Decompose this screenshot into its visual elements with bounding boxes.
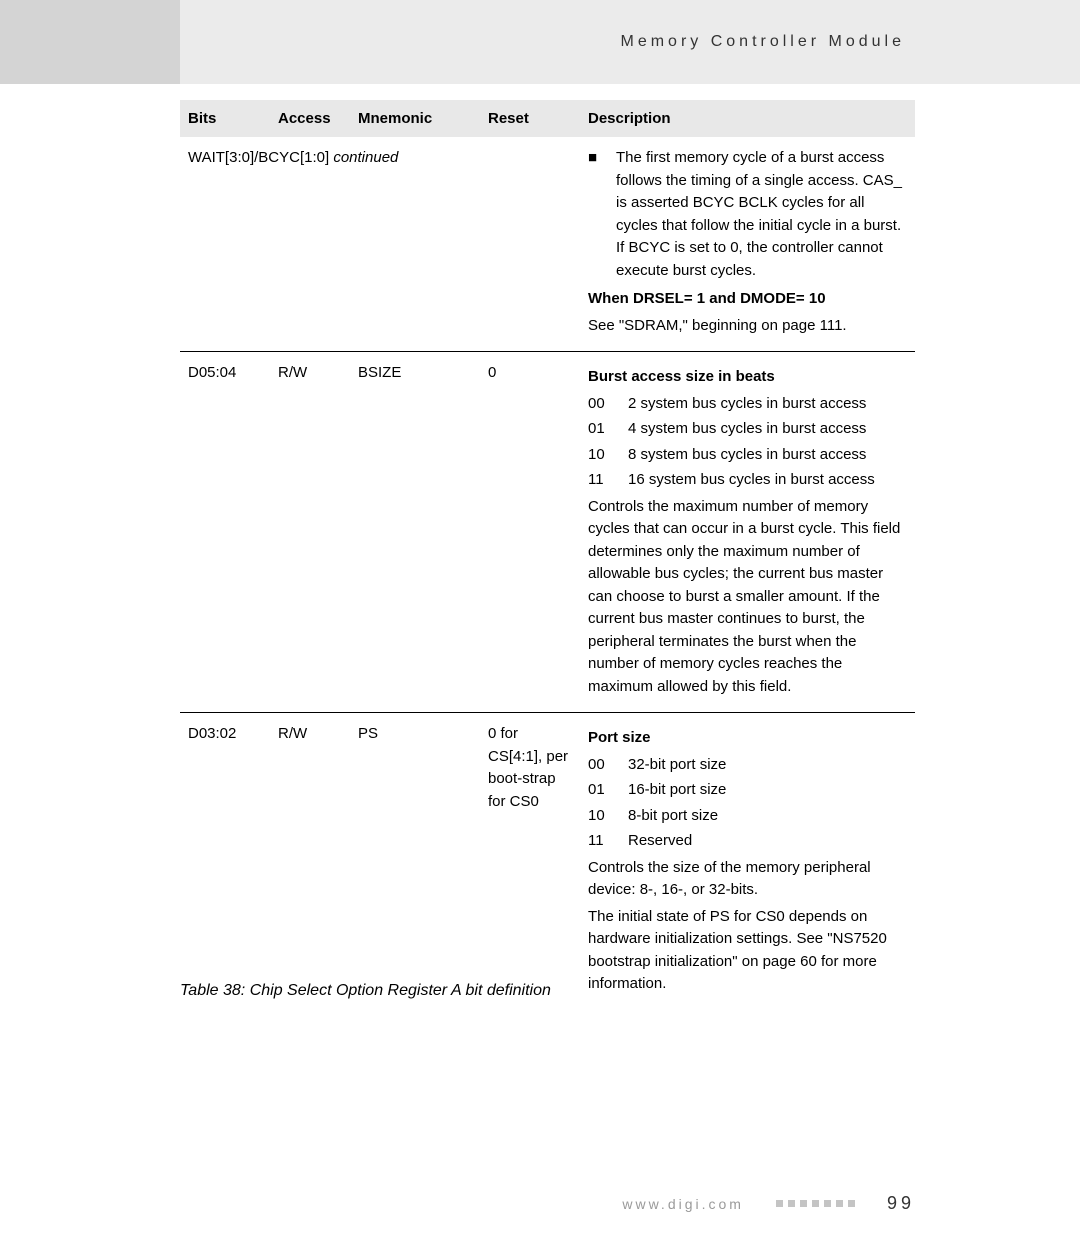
- cell-bits-span: WAIT[3:0]/BCYC[1:0] continued: [180, 137, 580, 352]
- code-row: 00 2 system bus cycles in burst access: [588, 393, 907, 416]
- bullet-text: The first memory cycle of a burst access…: [616, 147, 907, 282]
- code-text: 8 system bus cycles in burst access: [628, 444, 907, 467]
- col-header-description: Description: [580, 100, 915, 137]
- table-caption: Table 38: Chip Select Option Register A …: [180, 982, 551, 1000]
- cell-bits: D03:02: [180, 713, 270, 1010]
- code-value: 10: [588, 805, 628, 828]
- code-value: 00: [588, 393, 628, 416]
- code-text: Reserved: [628, 830, 907, 853]
- code-value: 11: [588, 469, 628, 492]
- header-title: Memory Controller Module: [620, 33, 905, 51]
- description-after-bold: See "SDRAM," beginning on page 111.: [588, 315, 907, 338]
- description-title: Burst access size in beats: [588, 366, 907, 389]
- code-text: 32-bit port size: [628, 754, 907, 777]
- cell-access: R/W: [270, 713, 350, 1010]
- table-row: WAIT[3:0]/BCYC[1:0] continued ■ The firs…: [180, 137, 915, 352]
- cell-description: Burst access size in beats 00 2 system b…: [580, 352, 915, 713]
- cell-reset: 0 for CS[4:1], per boot-strap for CS0: [480, 713, 580, 1010]
- description-para: The initial state of PS for CS0 depends …: [588, 906, 907, 996]
- col-header-access: Access: [270, 100, 350, 137]
- col-header-bits: Bits: [180, 100, 270, 137]
- footer-url: www.digi.com: [622, 1196, 744, 1212]
- code-value: 00: [588, 754, 628, 777]
- cell-access: R/W: [270, 352, 350, 713]
- code-value: 11: [588, 830, 628, 853]
- footer-page-number: 99: [887, 1193, 915, 1214]
- code-value: 10: [588, 444, 628, 467]
- footer-dots: [776, 1200, 855, 1207]
- table-row: D05:04 R/W BSIZE 0 Burst access size in …: [180, 352, 915, 713]
- bullet-icon: ■: [588, 147, 616, 282]
- dot-icon: [836, 1200, 843, 1207]
- register-table-container: Bits Access Mnemonic Reset Description W…: [180, 100, 915, 1010]
- code-row: 11 16 system bus cycles in burst access: [588, 469, 907, 492]
- sidebar-accent: [0, 0, 180, 84]
- col-header-reset: Reset: [480, 100, 580, 137]
- code-text: 16 system bus cycles in burst access: [628, 469, 907, 492]
- code-row: 01 4 system bus cycles in burst access: [588, 418, 907, 441]
- register-table: Bits Access Mnemonic Reset Description W…: [180, 100, 915, 1010]
- table-row: D03:02 R/W PS 0 for CS[4:1], per boot-st…: [180, 713, 915, 1010]
- code-value: 01: [588, 779, 628, 802]
- cell-description: ■ The first memory cycle of a burst acce…: [580, 137, 915, 352]
- col-header-mnemonic: Mnemonic: [350, 100, 480, 137]
- cell-reset: 0: [480, 352, 580, 713]
- description-bullet: ■ The first memory cycle of a burst acce…: [588, 147, 907, 282]
- bits-span-text: WAIT[3:0]/BCYC[1:0]: [188, 149, 329, 166]
- dot-icon: [824, 1200, 831, 1207]
- code-row: 10 8 system bus cycles in burst access: [588, 444, 907, 467]
- code-text: 16-bit port size: [628, 779, 907, 802]
- cell-bits: D05:04: [180, 352, 270, 713]
- code-row: 10 8-bit port size: [588, 805, 907, 828]
- code-text: 4 system bus cycles in burst access: [628, 418, 907, 441]
- description-bold-line: When DRSEL= 1 and DMODE= 10: [588, 288, 907, 311]
- code-text: 8-bit port size: [628, 805, 907, 828]
- cell-mnemonic: PS: [350, 713, 480, 1010]
- cell-description: Port size 00 32-bit port size 01 16-bit …: [580, 713, 915, 1010]
- page-header: Memory Controller Module: [180, 0, 1080, 84]
- dot-icon: [812, 1200, 819, 1207]
- dot-icon: [776, 1200, 783, 1207]
- dot-icon: [800, 1200, 807, 1207]
- continued-text: continued: [329, 149, 398, 166]
- code-text: 2 system bus cycles in burst access: [628, 393, 907, 416]
- dot-icon: [848, 1200, 855, 1207]
- description-para: Controls the maximum number of memory cy…: [588, 496, 907, 699]
- code-row: 11 Reserved: [588, 830, 907, 853]
- code-row: 01 16-bit port size: [588, 779, 907, 802]
- code-value: 01: [588, 418, 628, 441]
- table-header-row: Bits Access Mnemonic Reset Description: [180, 100, 915, 137]
- code-row: 00 32-bit port size: [588, 754, 907, 777]
- dot-icon: [788, 1200, 795, 1207]
- cell-mnemonic: BSIZE: [350, 352, 480, 713]
- page-footer: www.digi.com 99: [0, 1193, 1080, 1214]
- description-title: Port size: [588, 727, 907, 750]
- description-para: Controls the size of the memory peripher…: [588, 857, 907, 902]
